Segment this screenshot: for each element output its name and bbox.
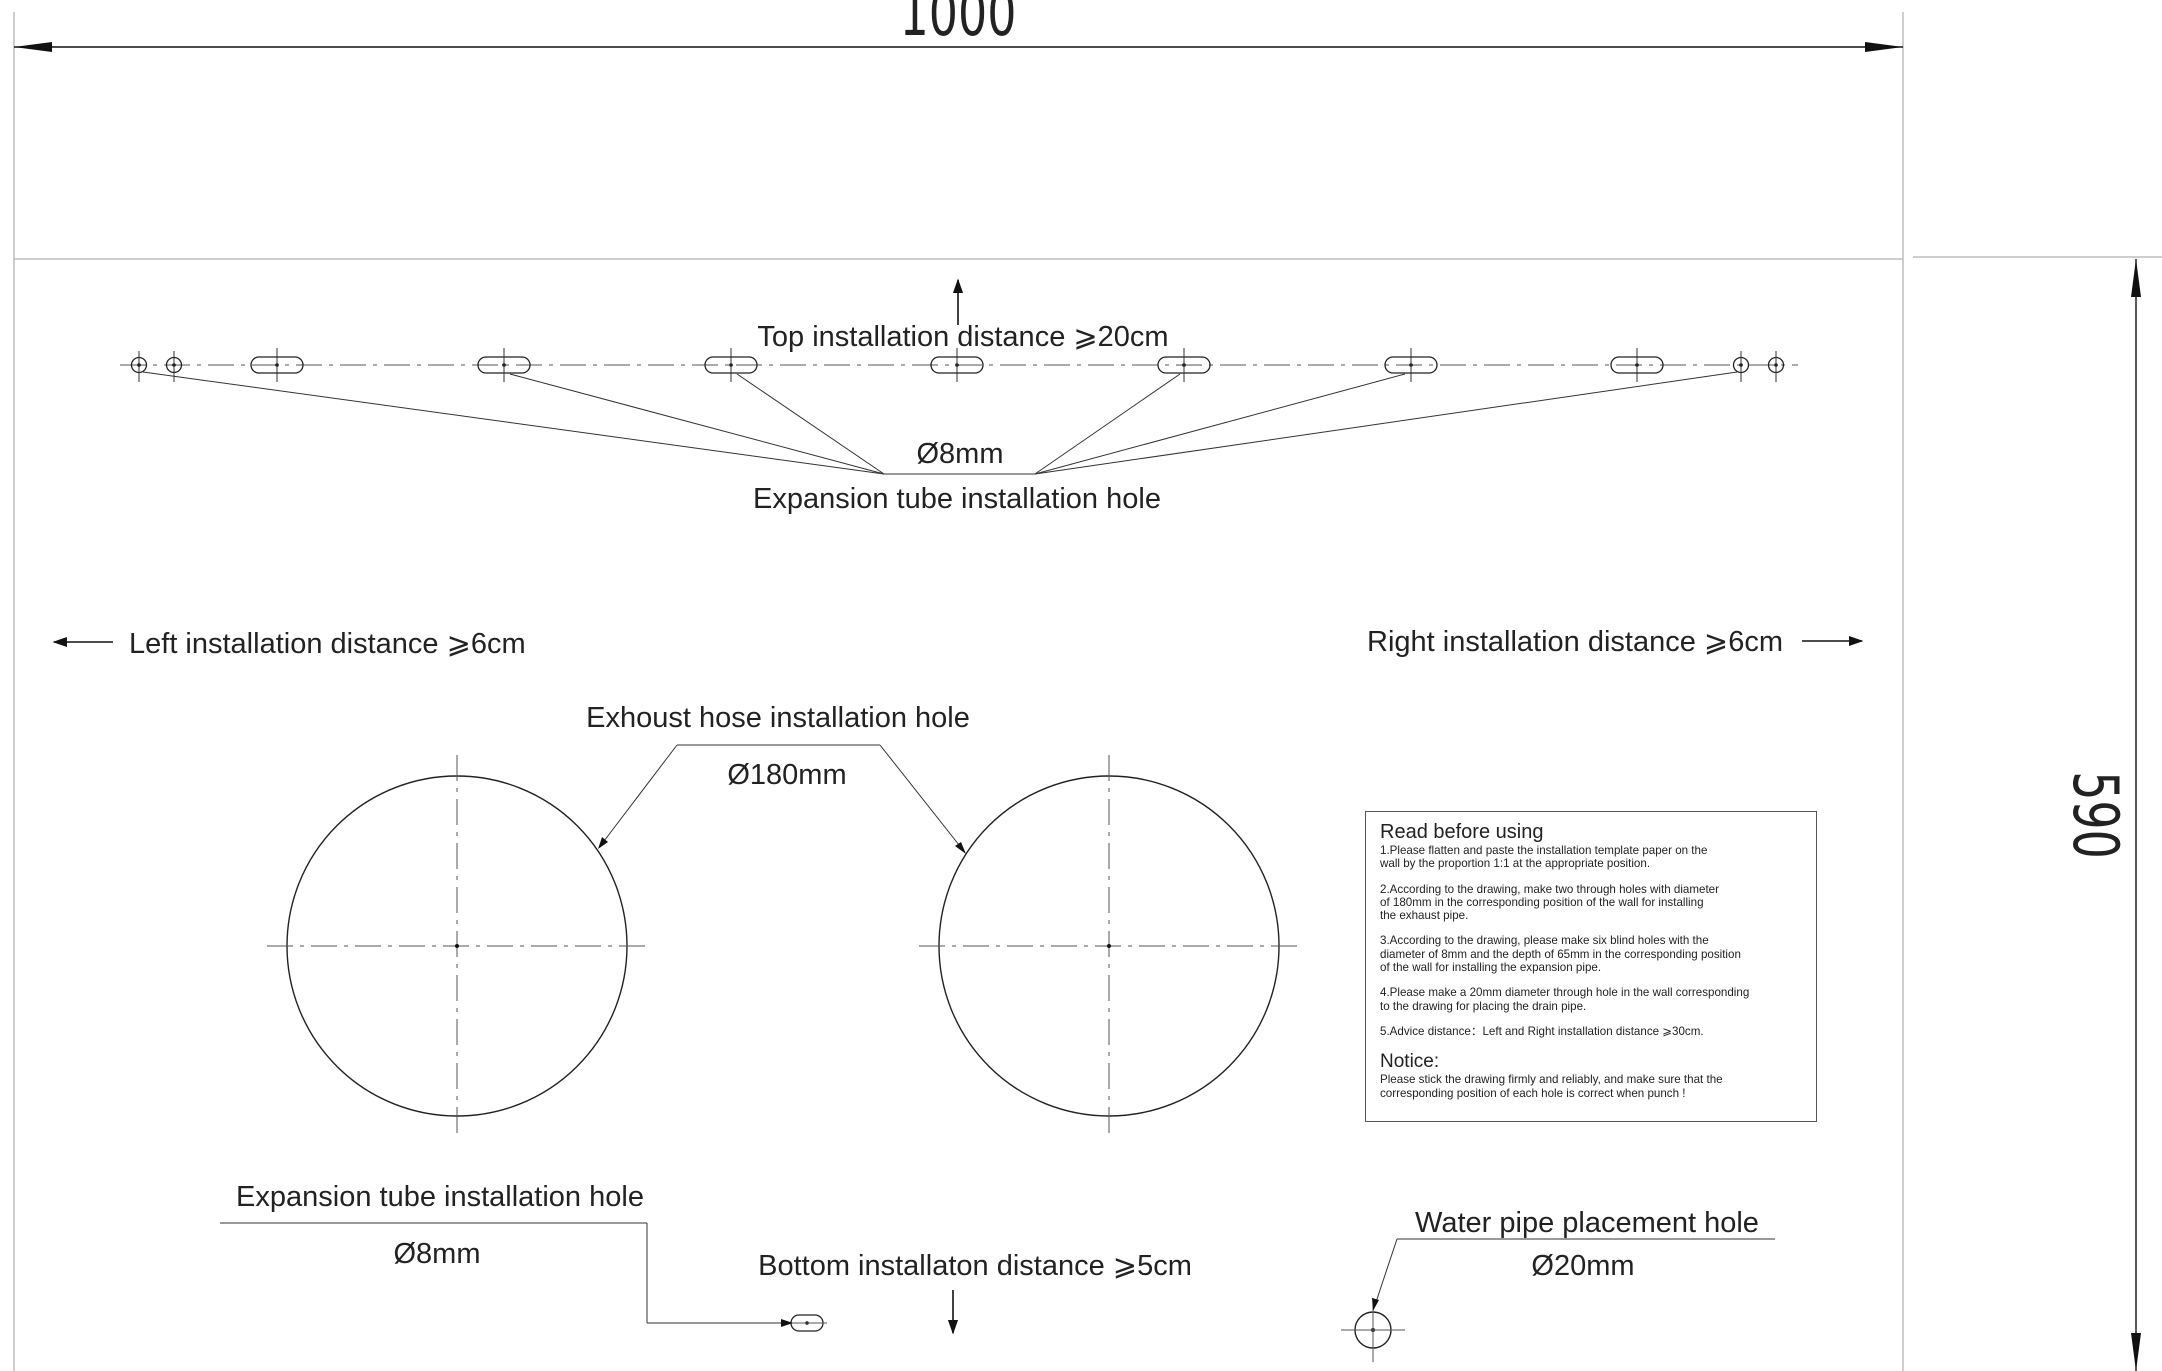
- water-pipe-leader: [1374, 1238, 1775, 1306]
- slot-hole-6: [1384, 348, 1438, 382]
- exhaust-hole-right: [919, 755, 1299, 1135]
- bottom-hole-diameter-label: Ø8mm: [394, 1238, 481, 1270]
- instruction-item: 5.Advice distance：Left and Right install…: [1380, 1024, 1704, 1038]
- exhaust-leader-arrow-left: [598, 837, 608, 849]
- exhaust-diameter-label: Ø180mm: [727, 759, 846, 791]
- slot-hole-5: [1157, 348, 1211, 382]
- sheet-frame: [13, 12, 2162, 1371]
- left-distance-label: Left installation distance ⩾6cm: [129, 628, 526, 660]
- notice-text: Please stick the drawing firmly and reli…: [1380, 1073, 1723, 1100]
- water-pipe-leader-arrow: [1372, 1298, 1379, 1311]
- slot-hole-2: [477, 348, 531, 382]
- height-dimension-label: 590: [2059, 771, 2132, 859]
- slot-hole-1: [250, 348, 304, 382]
- bottom-distance-label: Bottom installaton distance ⩾5cm: [758, 1250, 1192, 1282]
- top-hole-name-label: Expansion tube installation hole: [753, 483, 1161, 515]
- bottom-hole-leader-arrow: [781, 1319, 793, 1327]
- instruction-item: 1.Please flatten and paste the installat…: [1380, 844, 1708, 871]
- round-hole-right-inner: [1732, 351, 1750, 382]
- round-hole-right-outer: [1767, 351, 1785, 382]
- right-distance-label: Right installation distance ⩾6cm: [1367, 626, 1783, 658]
- round-hole-left-inner: [165, 351, 183, 382]
- water-name-label: Water pipe placement hole: [1415, 1207, 1759, 1239]
- instructions-title: Read before using: [1380, 821, 1544, 843]
- instruction-item: 4.Please make a 20mm diameter through ho…: [1380, 986, 1750, 1013]
- height-dimension: 590: [2059, 259, 2141, 1371]
- width-dimension: 1000: [14, 0, 1903, 52]
- notice-title: Notice:: [1380, 1051, 1440, 1073]
- width-dimension-label: 1000: [900, 0, 1017, 50]
- instruction-item: 3.According to the drawing, please make …: [1380, 934, 1741, 975]
- exhaust-leader-arrow-right: [955, 842, 966, 854]
- top-distance-label: Top installation distance ⩾20cm: [757, 321, 1168, 353]
- top-hole-row: [120, 348, 1798, 382]
- top-hole-diameter-label: Ø8mm: [917, 438, 1004, 470]
- round-hole-left-outer: [130, 351, 148, 382]
- water-diameter-label: Ø20mm: [1531, 1250, 1634, 1282]
- exhaust-leaders: [600, 744, 964, 851]
- slot-hole-3: [704, 348, 758, 382]
- bottom-hole-name-label: Expansion tube installation hole: [236, 1181, 644, 1213]
- slot-hole-4: [930, 348, 984, 382]
- exhaust-name-label: Exhoust hose installation hole: [586, 702, 970, 734]
- exhaust-hole-left: [267, 755, 647, 1135]
- instructions-box: Read before using 1.Please flatten and p…: [1365, 811, 1817, 1122]
- bottom-hole-leader: [220, 1222, 787, 1324]
- top-hole-leaders: [142, 371, 1738, 475]
- slot-hole-7: [1610, 348, 1664, 382]
- instruction-item: 2.According to the drawing, make two thr…: [1380, 882, 1719, 923]
